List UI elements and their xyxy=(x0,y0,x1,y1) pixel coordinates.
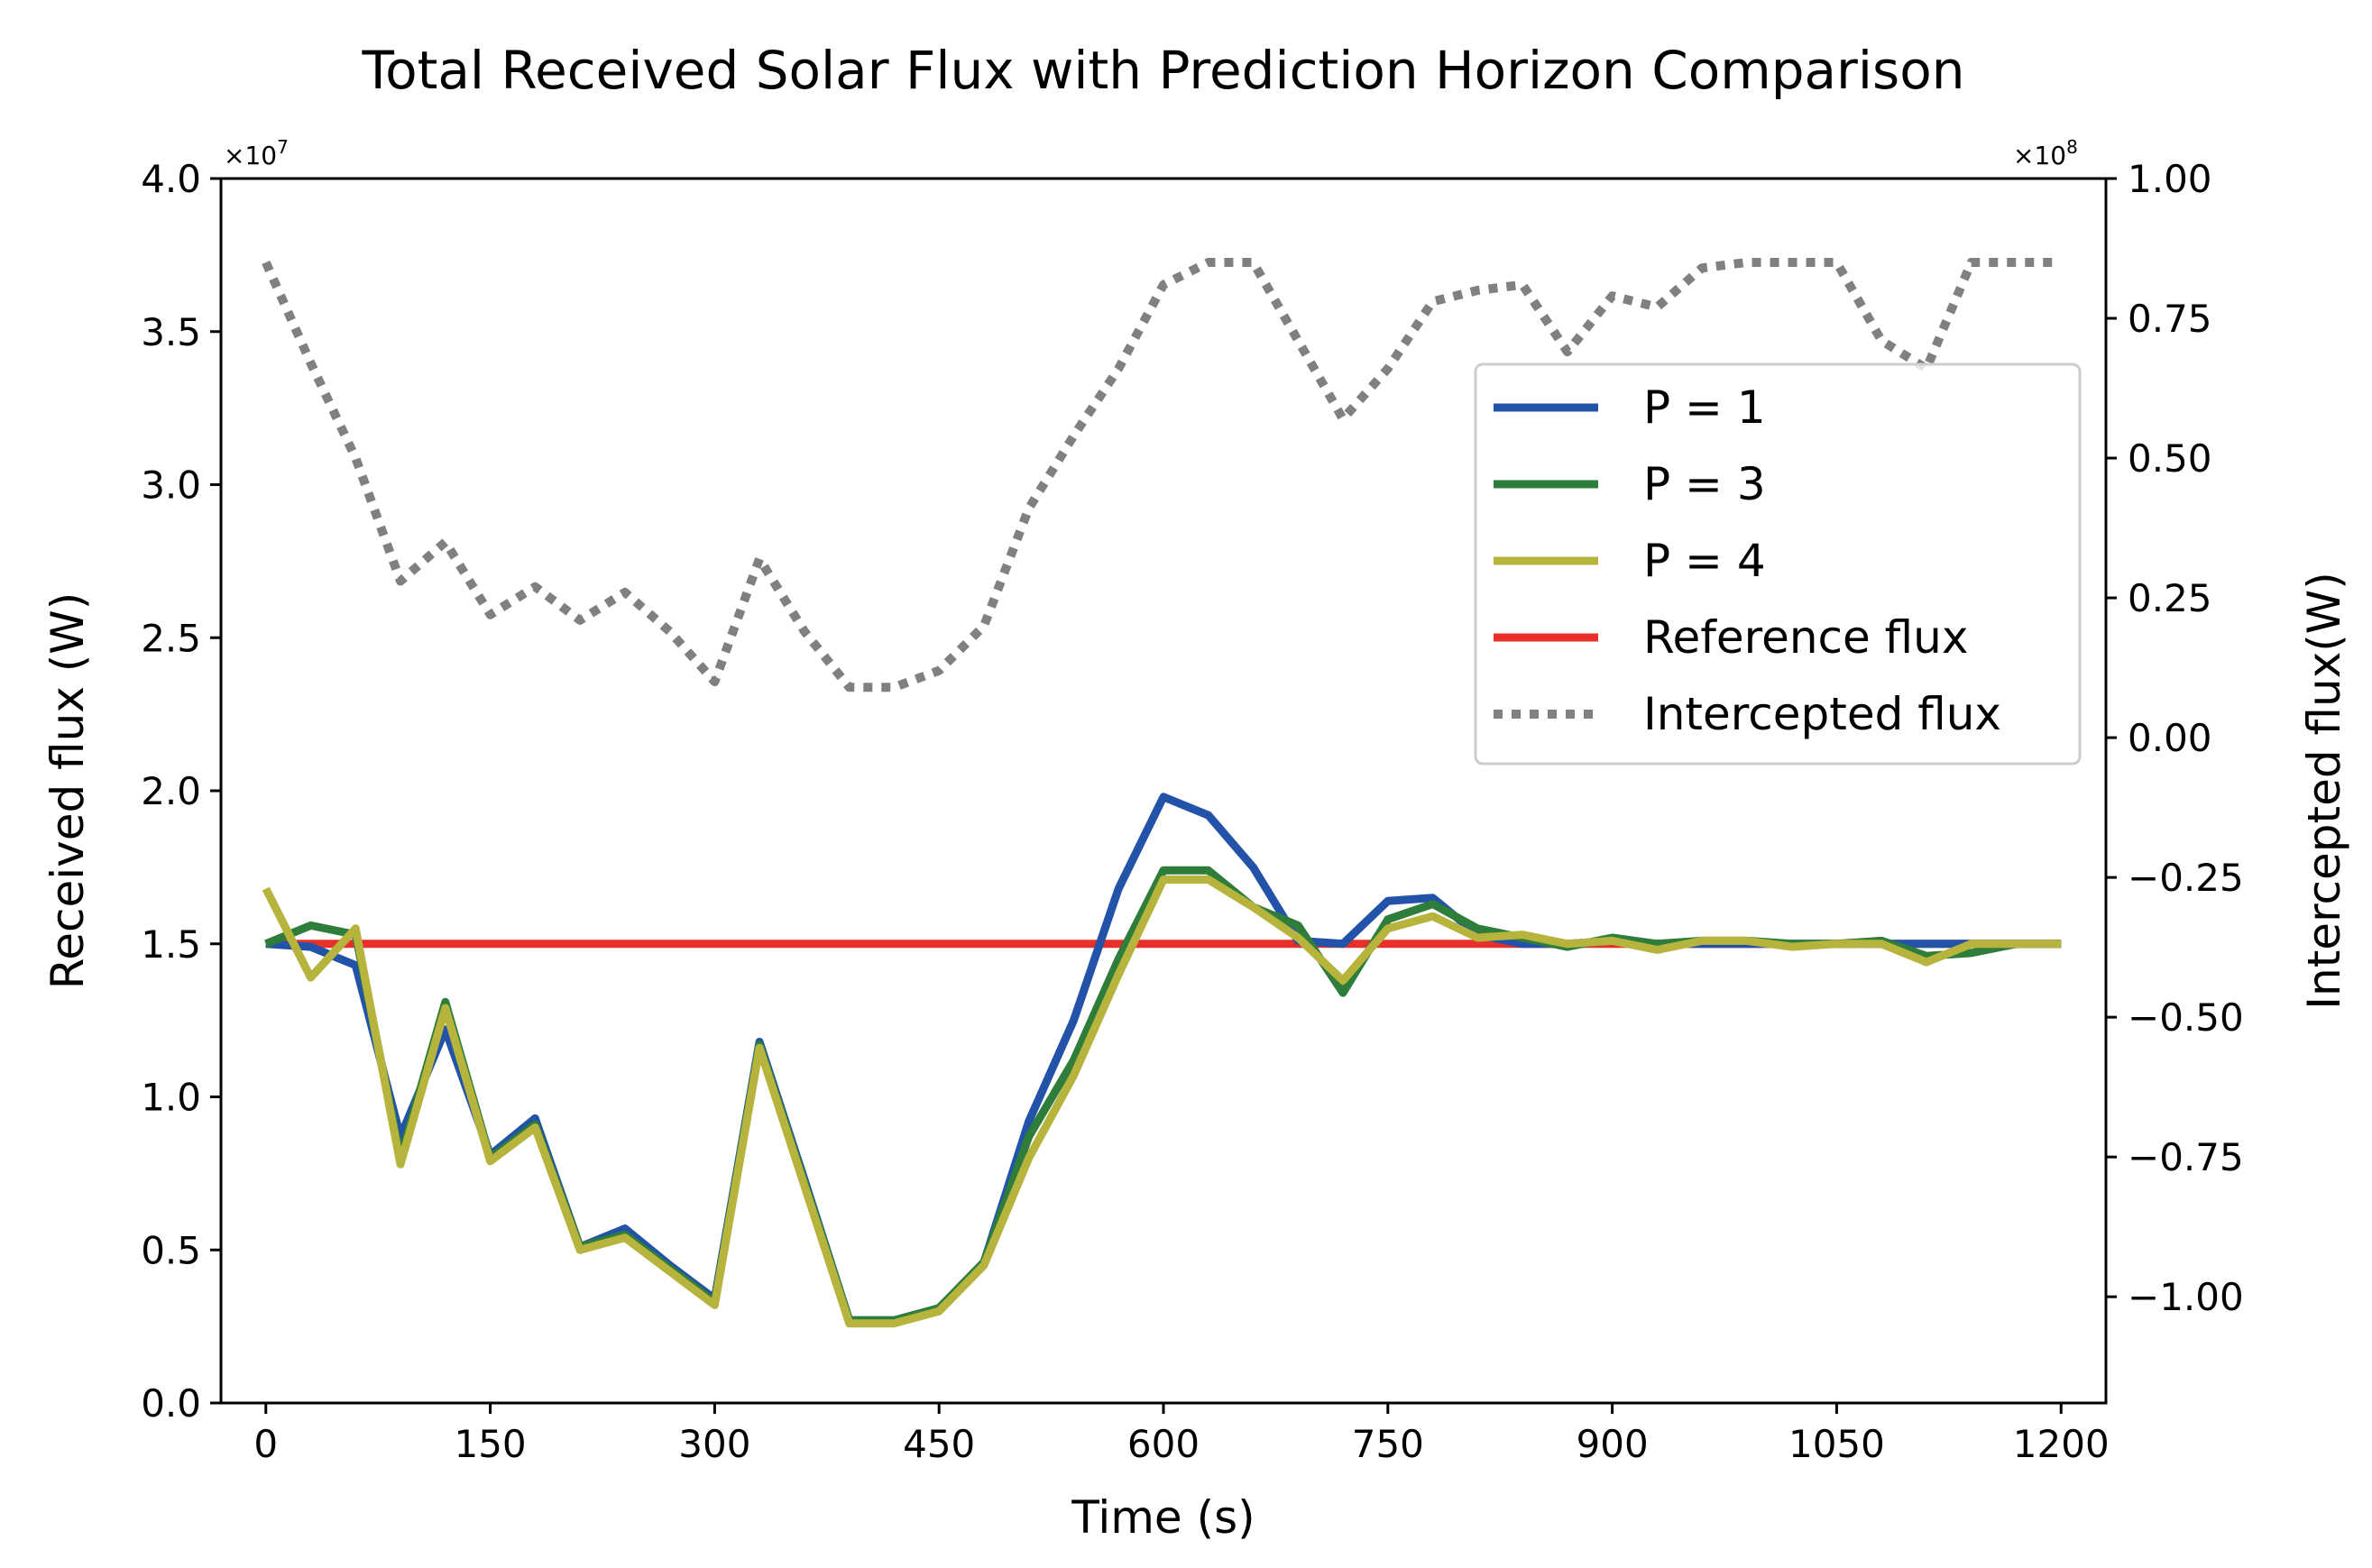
x-tick-label: 450 xyxy=(903,1422,975,1466)
y2-scale-offset: ×108 xyxy=(2013,136,2078,170)
x-tick-label: 150 xyxy=(454,1422,526,1466)
y-scale-offset: ×107 xyxy=(224,136,289,170)
x-tick-label: 1050 xyxy=(1788,1422,1885,1466)
x-tick-label: 300 xyxy=(678,1422,750,1466)
legend-label: P = 4 xyxy=(1643,535,1766,587)
legend-label: Reference flux xyxy=(1643,611,1968,664)
y-tick-label: 2.0 xyxy=(141,769,201,813)
y-axis-left: 0.0 0.5 1.0 1.5 2.0 2.5 3.0 3.5 4.0 xyxy=(141,157,221,1426)
x-axis-label: Time (s) xyxy=(1071,1491,1255,1544)
y2-tick-label: 0.50 xyxy=(2128,436,2212,481)
y2-axis-label: Intercepted flux(W) xyxy=(2298,572,2350,1009)
x-tick-label: 1200 xyxy=(2013,1422,2110,1466)
legend-label: P = 3 xyxy=(1643,458,1766,510)
legend-label: Intercepted flux xyxy=(1643,688,2001,740)
y-tick-label: 1.5 xyxy=(141,922,201,967)
y2-tick-label: −0.75 xyxy=(2128,1135,2244,1179)
y-tick-label: 3.5 xyxy=(141,310,201,354)
y2-tick-label: 0.25 xyxy=(2128,576,2212,620)
series-line-intercepted-flux xyxy=(262,258,2062,692)
y-tick-label: 4.0 xyxy=(141,157,201,201)
y-tick-label: 3.0 xyxy=(141,463,201,508)
x-tick-label: 0 xyxy=(253,1422,278,1466)
plot-frame xyxy=(219,177,2108,1405)
legend-frame xyxy=(1474,362,2082,766)
y-tick-label: 0.5 xyxy=(141,1228,201,1272)
legend: P = 1 P = 3 P = 4 Reference flux Intercepted… xyxy=(1474,362,2082,766)
series-line-p-3 xyxy=(264,866,2062,1325)
y-tick-label: 0.0 xyxy=(141,1381,201,1426)
x-tick-label: 750 xyxy=(1352,1422,1424,1466)
y2-tick-label: −1.00 xyxy=(2128,1275,2244,1319)
y2-tick-label: 0.75 xyxy=(2128,297,2212,341)
y2-tick-label: −0.50 xyxy=(2128,995,2244,1040)
x-tick-label: 900 xyxy=(1577,1422,1649,1466)
series-line-p-4 xyxy=(262,876,2062,1328)
x-axis: 0 150 300 450 600 750 900 1050 1200 xyxy=(253,1403,2110,1466)
chart-title: Total Received Solar Flux with Predictio… xyxy=(362,40,1965,101)
y2-tick-label: 1.00 xyxy=(2128,157,2212,201)
y-axis-right: −1.00 −0.75 −0.50 −0.25 0.00 0.25 0.50 0.75 1.00 xyxy=(2106,157,2244,1319)
y-tick-label: 2.5 xyxy=(141,616,201,660)
y2-tick-label: −0.25 xyxy=(2128,856,2244,900)
y2-tick-label: 0.00 xyxy=(2128,716,2212,760)
legend-label: P = 1 xyxy=(1643,381,1766,434)
plot-area xyxy=(262,258,2062,1328)
y-tick-label: 1.0 xyxy=(141,1076,201,1120)
x-tick-label: 600 xyxy=(1127,1422,1200,1466)
y-axis-label: Received flux (W) xyxy=(41,592,94,990)
